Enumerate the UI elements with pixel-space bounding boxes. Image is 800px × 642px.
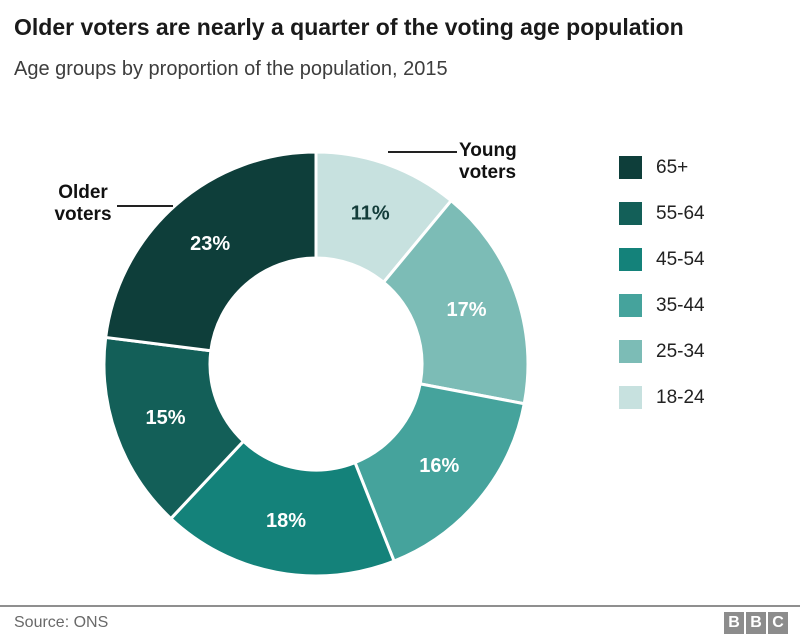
bbc-logo-letter-c: C xyxy=(768,612,788,634)
chart-title: Older voters are nearly a quarter of the… xyxy=(14,14,684,40)
legend-label-65plus: 65+ xyxy=(656,156,689,178)
legend-item-65plus: 65+ xyxy=(619,156,705,179)
annotation-young-voters: Young voters xyxy=(459,140,549,184)
annotation-young-line1: Young xyxy=(459,140,517,161)
legend-label-25-34: 25-34 xyxy=(656,340,705,362)
source-text: Source: ONS xyxy=(14,614,109,631)
annotation-young-line2: voters xyxy=(459,162,517,183)
legend: 65+ 55-64 45-54 35-44 25-34 18-24 xyxy=(619,156,705,409)
bbc-logo-letter-b1: B xyxy=(724,612,744,634)
legend-item-45-54: 45-54 xyxy=(619,248,705,271)
annotation-older-line2: voters xyxy=(54,204,112,225)
segment-value-label-35-44: 16% xyxy=(419,455,459,477)
donut-segment-55-64 xyxy=(102,335,245,521)
legend-label-55-64: 55-64 xyxy=(656,202,705,224)
annotation-older-line1: Older xyxy=(58,182,108,203)
legend-swatch-35-44 xyxy=(619,294,642,317)
legend-swatch-55-64 xyxy=(619,202,642,225)
segment-value-label-55-64: 15% xyxy=(145,407,185,429)
segment-value-label-65plus: 23% xyxy=(190,233,230,255)
annotation-leader-line-young xyxy=(388,151,457,153)
donut-segment-45-54 xyxy=(169,439,396,578)
legend-item-18-24: 18-24 xyxy=(619,386,705,409)
chart-subtitle: Age groups by proportion of the populati… xyxy=(14,58,448,80)
annotation-leader-line-older xyxy=(117,205,173,207)
legend-swatch-65plus xyxy=(619,156,642,179)
legend-label-35-44: 35-44 xyxy=(656,294,705,316)
annotation-older-voters: Older voters xyxy=(40,182,126,226)
legend-label-18-24: 18-24 xyxy=(656,386,705,408)
segment-value-label-45-54: 18% xyxy=(266,510,306,532)
footer-divider xyxy=(0,605,800,607)
segment-value-label-25-34: 17% xyxy=(446,299,486,321)
legend-label-45-54: 45-54 xyxy=(656,248,705,270)
legend-item-55-64: 55-64 xyxy=(619,202,705,225)
legend-swatch-25-34 xyxy=(619,340,642,363)
bbc-logo-letter-b2: B xyxy=(746,612,766,634)
legend-swatch-45-54 xyxy=(619,248,642,271)
donut-segment-25-34 xyxy=(382,199,530,406)
segment-value-label-18-24: 11% xyxy=(351,203,390,225)
legend-item-35-44: 35-44 xyxy=(619,294,705,317)
donut-segment-65plus xyxy=(104,150,318,353)
legend-item-25-34: 25-34 xyxy=(619,340,705,363)
bbc-logo: B B C xyxy=(724,612,788,634)
donut-segment-35-44 xyxy=(353,382,526,563)
legend-swatch-18-24 xyxy=(619,386,642,409)
